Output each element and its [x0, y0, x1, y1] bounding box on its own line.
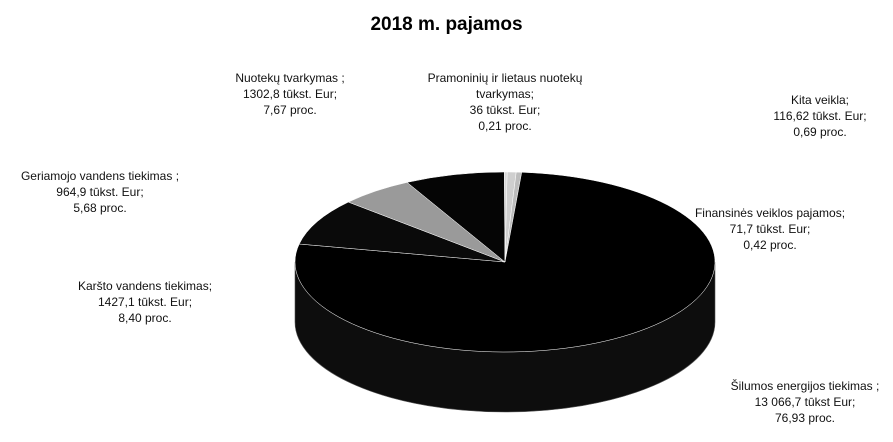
percent-label: 0,69 proc.	[793, 125, 847, 139]
pie-slice	[298, 201, 506, 263]
slice-label: Finansinės veiklos pajamos; 71,7 tūkst. E…	[680, 205, 860, 253]
percent-label: 8,40 proc.	[118, 311, 172, 325]
category-label: Karšto vandens tiekimas;	[77, 279, 213, 293]
percent-label: 76,93 proc.	[774, 411, 836, 425]
amount-label: 964,9 tūkst. Eur;	[56, 185, 144, 199]
slice-label: Šilumos energijos tiekimas ; 13 066,7 tūk…	[715, 378, 893, 426]
amount-label: 1302,8 tūkst. Eur;	[242, 87, 338, 101]
slice-label: Kita veikla; 116,62 tūkst. Eur; 0,69 proc.	[750, 92, 890, 140]
amount-label: 116,62 tūkst. Eur;	[773, 109, 867, 123]
category-label: Finansinės veiklos pajamos;	[694, 206, 846, 220]
percent-label: 0,42 proc.	[743, 238, 797, 252]
slice-label: Geriamojo vandens tiekimas ; 964,9 tūkst.…	[0, 168, 200, 216]
slice-label: Nuotekų tvarkymas ; 1302,8 tūkst. Eur; 7,6…	[200, 70, 380, 118]
category-label: Kita veikla;	[790, 93, 850, 107]
chart-title: 2018 m. pajamos	[370, 14, 523, 35]
amount-label: 13 066,7 tūkst Eur;	[754, 395, 856, 409]
category-label: Pramoninių ir lietaus nuotekų tvarkymas;	[427, 71, 583, 101]
amount-label: 1427,1 tūkst. Eur;	[97, 295, 193, 309]
slice-label: Pramoninių ir lietaus nuotekų tvarkymas;…	[425, 70, 585, 134]
category-label: Nuotekų tvarkymas ;	[235, 71, 345, 85]
slice-label: Karšto vandens tiekimas; 1427,1 tūkst. Eu…	[50, 278, 240, 326]
pie-slice	[504, 171, 508, 263]
amount-label: 36 tūkst. Eur;	[469, 103, 541, 117]
category-label: Šilumos energijos tiekimas ;	[730, 379, 880, 393]
percent-label: 7,67 proc.	[263, 103, 317, 117]
pie-slice	[406, 171, 506, 263]
percent-label: 5,68 proc.	[73, 201, 127, 215]
category-label: Geriamojo vandens tiekimas ;	[20, 169, 180, 183]
percent-label: 0,21 proc.	[478, 119, 532, 133]
amount-label: 71,7 tūkst. Eur;	[729, 222, 811, 236]
